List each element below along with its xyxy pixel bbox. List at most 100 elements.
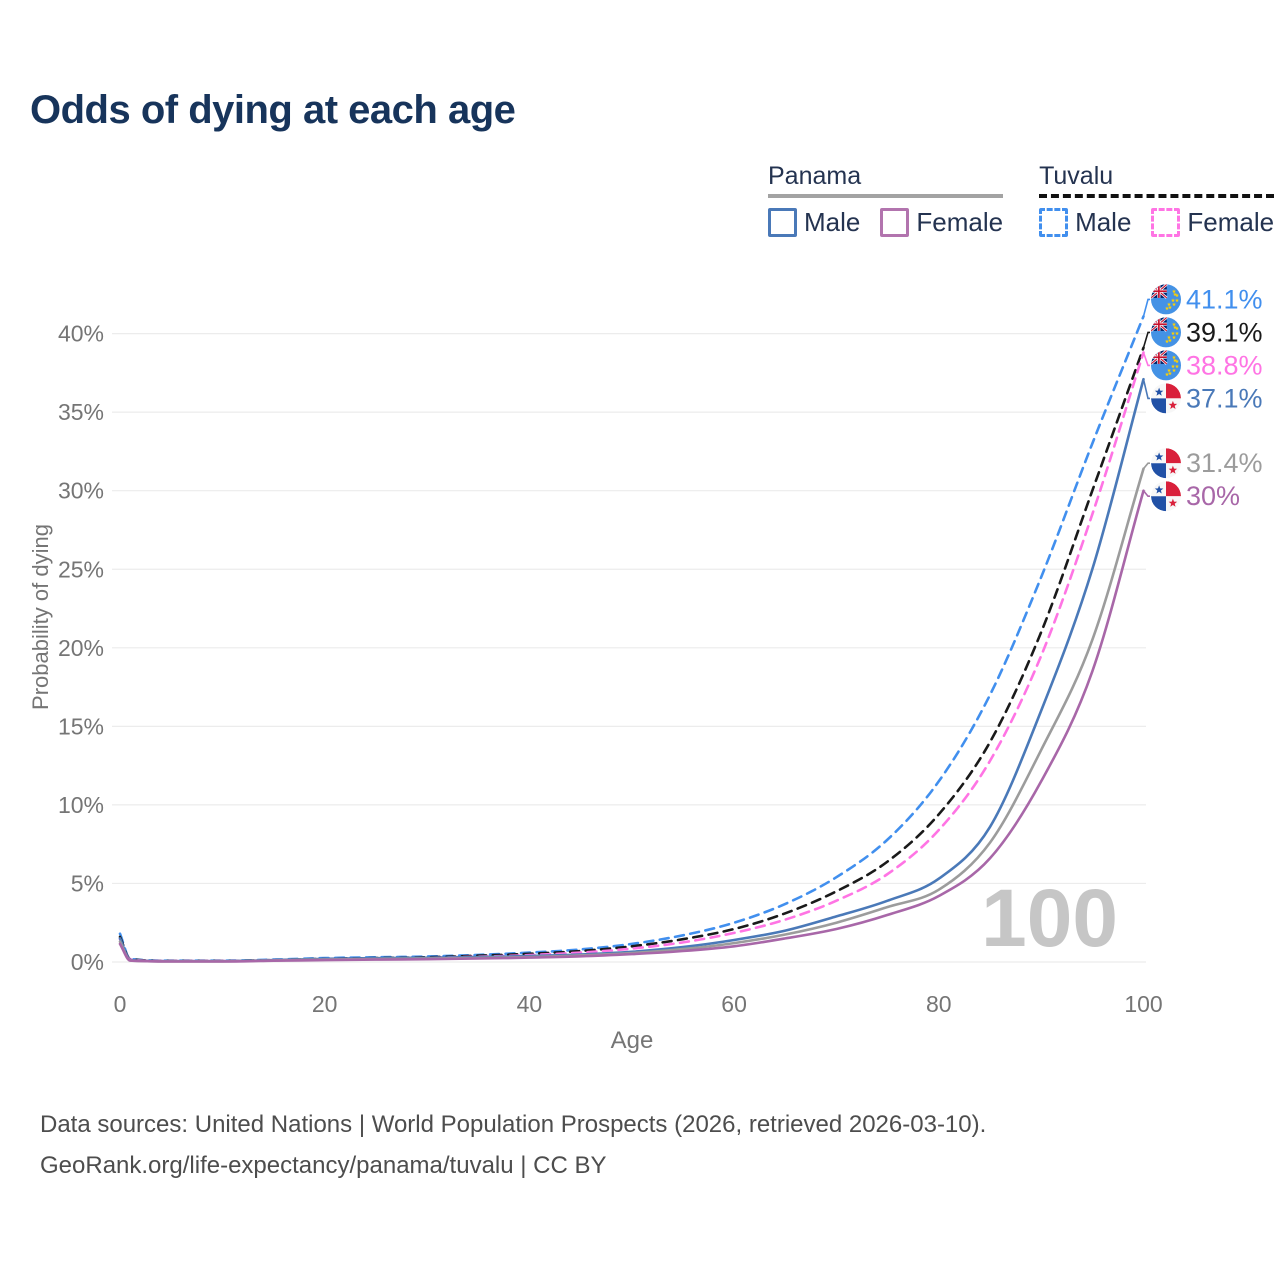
y-axis-title: Probability of dying xyxy=(28,524,53,710)
x-tick-label-40: 40 xyxy=(517,991,543,1017)
end-label-connector-panama-male xyxy=(1142,379,1150,400)
tuvalu-star-9 xyxy=(1165,372,1169,377)
tuvalu-star-9 xyxy=(1165,339,1169,344)
legend-country-panama: Panama xyxy=(768,162,1004,198)
panama-blue-star xyxy=(1154,452,1164,461)
end-label-value-tuvalu-all: 39.1% xyxy=(1186,317,1263,347)
legend: Panama Male Female Tuvalu Male xyxy=(768,162,1275,238)
tuvalu-star-5 xyxy=(1172,322,1176,327)
tuvalu-star-2 xyxy=(1172,368,1176,373)
tuvalu-star-9 xyxy=(1165,306,1169,311)
panama-female-swatch-icon xyxy=(880,208,910,237)
union-jack-cross-red xyxy=(1151,317,1167,331)
y-tick-label-10%: 10% xyxy=(58,792,104,818)
tuvalu-star-8 xyxy=(1173,325,1177,330)
series-line-tuvalu-all[interactable] xyxy=(118,346,1145,963)
panama-flag-icon xyxy=(1151,481,1181,512)
tuvalu-star-8 xyxy=(1173,358,1177,363)
panama-quadrant-red xyxy=(1166,383,1181,399)
legend-label-panama-female: Female xyxy=(916,207,1004,237)
footer-attribution: GeoRank.org/life-expectancy/panama/tuval… xyxy=(40,1152,607,1179)
y-tick-label-15%: 15% xyxy=(58,713,104,739)
legend-label-tuvalu-female: Female xyxy=(1187,207,1275,237)
panama-blue-star xyxy=(1154,387,1164,396)
tuvalu-star-3 xyxy=(1175,298,1179,303)
legend-label-tuvalu-male: Male xyxy=(1075,207,1132,237)
union-jack-cross-red xyxy=(1151,350,1167,364)
x-tick-label-20: 20 xyxy=(312,991,338,1017)
end-label-connector-panama-female xyxy=(1142,490,1150,498)
age-watermark: 100 xyxy=(981,873,1118,964)
x-tick-label-0: 0 xyxy=(114,991,127,1017)
panama-quadrant-blue xyxy=(1151,496,1166,512)
end-label-flag-panama-all xyxy=(1151,448,1181,479)
legend-country-tuvalu: Tuvalu xyxy=(1039,162,1275,198)
tuvalu-star-6 xyxy=(1167,302,1171,307)
panama-flag-icon xyxy=(1151,383,1181,414)
legend-group-panama: Panama Male Female xyxy=(768,162,1004,238)
line-chart: 0% 5% 10% 15% 20% 25% 30% 35% 40% Probability of … xyxy=(28,284,1263,1054)
tuvalu-flag-icon xyxy=(1151,284,1181,315)
end-label-flag-tuvalu-female xyxy=(1151,350,1181,381)
tuvalu-star-4 xyxy=(1175,326,1179,331)
series-line-tuvalu-female[interactable] xyxy=(118,351,1145,963)
end-label-flag-tuvalu-all xyxy=(1151,317,1181,348)
end-label-value-panama-all: 31.4% xyxy=(1186,448,1263,478)
legend-item-tuvalu-female[interactable]: Female xyxy=(1151,207,1274,238)
y-tick-label-40%: 40% xyxy=(58,321,104,347)
legend-group-tuvalu: Tuvalu Male Female xyxy=(1039,162,1275,238)
end-label-connector-panama-all xyxy=(1142,462,1150,470)
panama-blue-star xyxy=(1154,485,1164,494)
end-label-value-panama-female: 30% xyxy=(1186,481,1240,511)
end-label-flag-panama-female xyxy=(1151,481,1181,512)
panama-male-swatch-icon xyxy=(768,208,797,237)
union-jack-cross-red xyxy=(1151,284,1167,298)
tuvalu-star-8 xyxy=(1173,292,1177,297)
y-tick-label-30%: 30% xyxy=(58,478,104,504)
legend-item-tuvalu-male[interactable]: Male xyxy=(1039,207,1131,238)
end-label-value-panama-male: 37.1% xyxy=(1186,383,1263,413)
panama-red-star xyxy=(1168,498,1178,507)
y-tick-label-5%: 5% xyxy=(71,870,104,896)
end-label-connector-tuvalu-all xyxy=(1142,331,1150,348)
tuvalu-star-5 xyxy=(1172,289,1176,294)
y-tick-label-20%: 20% xyxy=(58,635,104,661)
legend-item-panama-female[interactable]: Female xyxy=(880,207,1003,238)
panama-red-star xyxy=(1168,465,1178,474)
tuvalu-star-4 xyxy=(1175,293,1179,298)
tuvalu-star-3 xyxy=(1175,364,1179,369)
tuvalu-star-1 xyxy=(1168,371,1172,376)
tuvalu-star-7 xyxy=(1171,364,1175,369)
x-axis-title: Age xyxy=(611,1027,654,1054)
legend-label-panama-male: Male xyxy=(804,207,861,237)
tuvalu-star-5 xyxy=(1172,355,1176,360)
tuvalu-star-4 xyxy=(1175,359,1179,364)
panama-quadrant-blue xyxy=(1151,398,1166,414)
panama-flag-icon xyxy=(1151,448,1181,479)
y-tick-label-0%: 0% xyxy=(71,949,104,975)
x-tick-label-100: 100 xyxy=(1124,991,1162,1017)
footer: Data sources: United Nations | World Pop… xyxy=(40,1104,986,1186)
tuvalu-flag-icon xyxy=(1151,317,1181,348)
series-line-tuvalu-male[interactable] xyxy=(118,315,1145,963)
tuvalu-male-swatch-icon xyxy=(1039,208,1069,237)
panama-red-star xyxy=(1168,400,1178,409)
page-title: Odds of dying at each age xyxy=(30,88,516,132)
series-line-panama-female[interactable] xyxy=(118,489,1145,963)
tuvalu-star-3 xyxy=(1175,331,1179,336)
tuvalu-star-6 xyxy=(1167,368,1171,373)
end-label-value-tuvalu-male: 41.1% xyxy=(1186,284,1263,314)
end-label-connector-tuvalu-male xyxy=(1142,298,1150,317)
legend-item-panama-male[interactable]: Male xyxy=(768,207,860,238)
y-tick-label-35%: 35% xyxy=(58,399,104,425)
x-tick-label-60: 60 xyxy=(721,991,747,1017)
tuvalu-star-2 xyxy=(1172,302,1176,307)
tuvalu-flag-icon xyxy=(1151,350,1181,381)
x-tick-label-80: 80 xyxy=(926,991,952,1017)
end-label-flag-panama-male xyxy=(1151,383,1181,414)
panama-quadrant-red xyxy=(1166,448,1181,464)
end-label-flag-tuvalu-male xyxy=(1151,284,1181,315)
tuvalu-star-1 xyxy=(1168,305,1172,310)
panama-quadrant-blue xyxy=(1151,463,1166,479)
